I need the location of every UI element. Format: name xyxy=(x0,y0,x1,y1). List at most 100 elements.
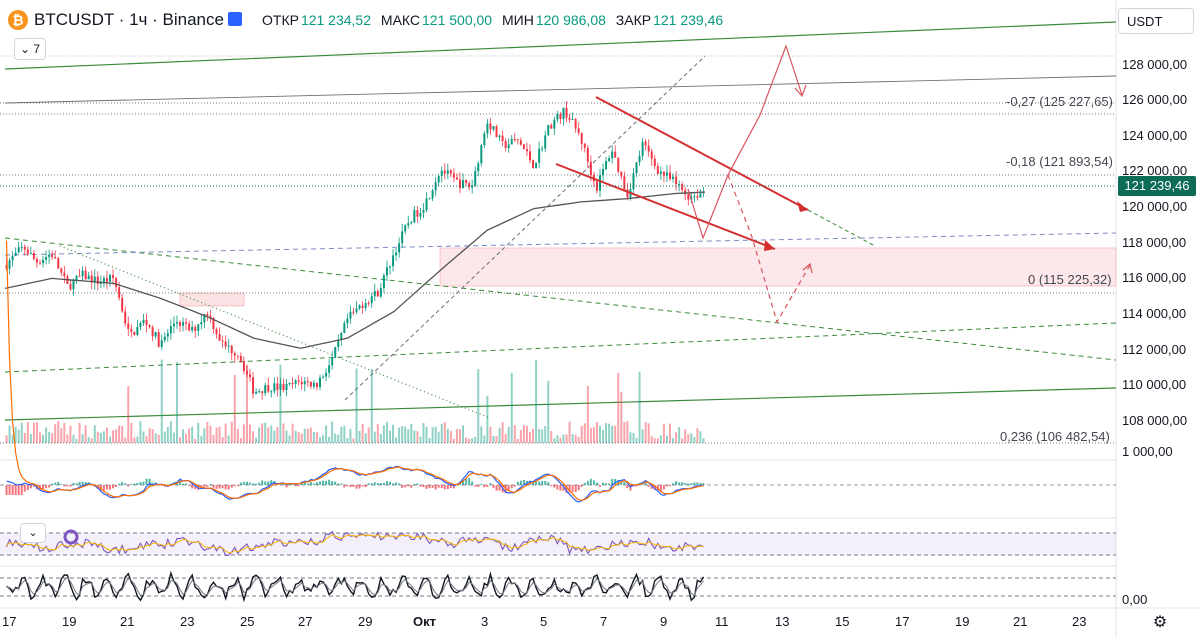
symbol-title[interactable]: BTCUSDT · 1ч · Binance xyxy=(34,10,224,29)
candle-body xyxy=(355,308,358,312)
macd-histogram-bar xyxy=(589,478,592,485)
volume-bar xyxy=(206,421,209,443)
indicators-collapse-button[interactable]: ⌄ 7 xyxy=(14,38,46,60)
macd-histogram-bar xyxy=(215,485,218,489)
volume-bar xyxy=(693,437,696,443)
candle-body xyxy=(309,382,312,387)
candle-body xyxy=(206,314,209,316)
candle-body xyxy=(425,198,428,211)
candle-body xyxy=(395,252,398,256)
candle-body xyxy=(687,194,690,200)
channel-lower-red[interactable] xyxy=(555,163,776,250)
macd-histogram-bar xyxy=(124,483,127,485)
flag-icon[interactable] xyxy=(228,12,242,26)
volume-bar xyxy=(541,429,544,443)
candle-body xyxy=(84,270,87,280)
macd-histogram-bar xyxy=(522,479,525,485)
upper-parallel-line[interactable] xyxy=(4,75,1117,104)
volume-bar xyxy=(212,434,215,443)
volume-bar xyxy=(586,385,589,443)
macd-histogram-bar xyxy=(291,483,294,485)
macd-histogram-bar xyxy=(669,485,671,487)
macd-histogram-bar xyxy=(382,482,385,485)
candlestick-series[interactable] xyxy=(5,101,705,400)
pane-collapse-button[interactable]: ⌄ xyxy=(20,523,46,543)
candle-body xyxy=(462,180,465,189)
volume-bar xyxy=(544,425,547,443)
candle-body xyxy=(510,139,513,145)
candle-body xyxy=(699,193,702,198)
volume-bar xyxy=(291,423,294,443)
macd-histogram-bar xyxy=(236,485,239,487)
volume-bar xyxy=(577,436,580,443)
candle-body xyxy=(312,382,315,387)
candle-body xyxy=(14,252,17,256)
macd-histogram-bar xyxy=(282,483,285,485)
volume-bar xyxy=(495,436,498,443)
macd-histogram-bar xyxy=(462,479,465,485)
volume-bar xyxy=(343,425,346,443)
candle-body xyxy=(702,192,705,194)
macd-histogram-bar xyxy=(477,485,480,487)
current-price-tag[interactable]: 121 239,46 xyxy=(1118,176,1196,196)
volume-bar xyxy=(300,433,303,443)
bearish-projection[interactable] xyxy=(727,174,811,324)
macd-histogram-bar xyxy=(425,485,428,489)
candle-body xyxy=(556,114,559,120)
candle-body xyxy=(17,247,20,253)
volume-bar xyxy=(501,422,504,443)
volume-bar xyxy=(595,422,598,443)
candle-body xyxy=(516,139,519,141)
volume-bar xyxy=(349,428,352,443)
rsi-marker[interactable] xyxy=(63,529,79,545)
rsi-ma-line[interactable] xyxy=(6,534,704,554)
macd-histogram-bar xyxy=(602,482,605,485)
macd-histogram-bar xyxy=(483,485,486,488)
candle-body xyxy=(39,262,41,264)
time-tick: 29 xyxy=(358,614,373,629)
stoch-d-line[interactable] xyxy=(6,576,704,597)
macd-histogram-bar xyxy=(626,485,629,489)
volume-bar xyxy=(136,436,139,443)
channel-top-line[interactable] xyxy=(4,21,1117,70)
volume-bar xyxy=(90,438,93,443)
candle-body xyxy=(659,171,662,174)
falling-dashed-line[interactable] xyxy=(4,237,1117,361)
macd-histogram-bar xyxy=(11,485,14,495)
macd-histogram-bar xyxy=(221,485,224,489)
candle-body xyxy=(422,210,425,213)
channel-bottom-line[interactable] xyxy=(4,387,1117,421)
macd-histogram-bar xyxy=(647,485,650,487)
settings-gear-icon[interactable]: ⚙ xyxy=(1152,614,1168,631)
candle-body xyxy=(81,270,84,277)
macd-histogram-bar xyxy=(574,485,577,492)
macd-histogram-bar xyxy=(99,485,102,491)
ohlc-open-value: 121 234,52 xyxy=(300,12,372,28)
channel-upper-red[interactable] xyxy=(595,96,809,211)
demand-zone[interactable] xyxy=(439,247,1117,287)
ohlc-close-value: 121 239,46 xyxy=(653,12,724,28)
candle-body xyxy=(413,210,416,223)
macd-line[interactable] xyxy=(6,465,704,503)
volume-bar xyxy=(294,430,297,443)
dashed-uptrend[interactable] xyxy=(344,55,706,401)
time-tick: 3 xyxy=(481,614,489,629)
candle-body xyxy=(419,212,422,217)
currency-selector[interactable]: USDT xyxy=(1118,8,1194,34)
macd-signal-line[interactable] xyxy=(5,240,704,501)
macd-histogram-bar xyxy=(261,480,264,485)
ohlc-close-label: ЗАКР xyxy=(615,12,652,28)
volume-bar xyxy=(452,438,455,443)
macd-histogram-bar xyxy=(297,485,300,487)
bullish-projection[interactable] xyxy=(687,44,803,240)
moving-average-line[interactable] xyxy=(4,191,706,349)
macd-histogram-bar xyxy=(151,482,154,485)
supply-zone[interactable] xyxy=(179,292,245,307)
candle-body xyxy=(5,265,8,269)
macd-histogram-bar xyxy=(678,482,681,485)
volume-bar xyxy=(163,431,166,443)
macd-histogram-bar xyxy=(407,485,410,487)
volume-bar xyxy=(14,426,17,443)
macd-histogram-bar xyxy=(556,485,559,490)
